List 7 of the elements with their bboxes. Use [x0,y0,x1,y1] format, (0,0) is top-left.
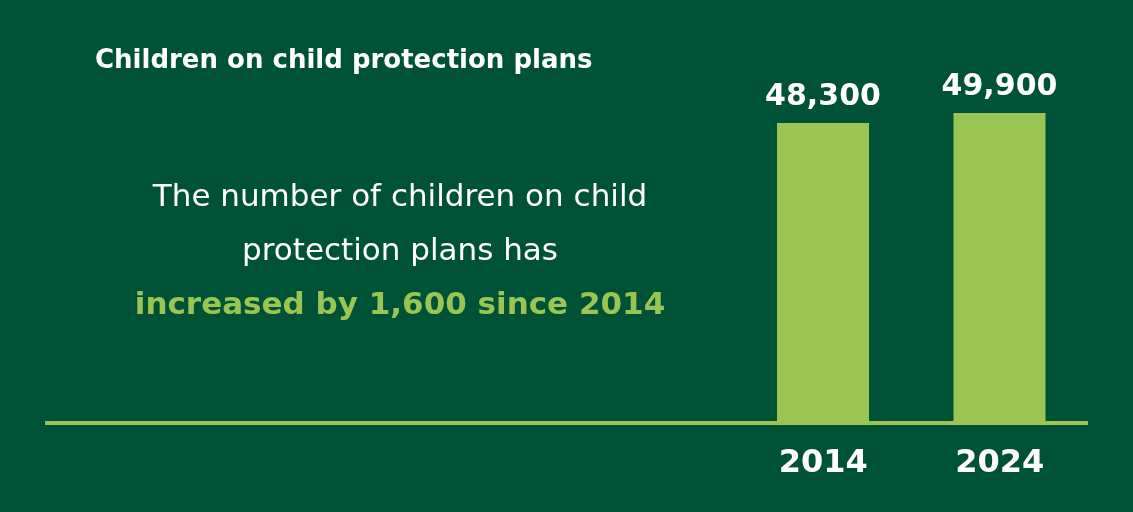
x-tick-label: 2014 [778,441,868,480]
data-label: 49,900 [941,67,1058,102]
x-tick-label: 2024 [955,441,1045,480]
data-label: 48,300 [765,76,881,112]
text: increased by 1,600 since 2014 [133,284,667,323]
text: Children on child protection plans [95,44,593,74]
text: The number of children on child protection plans has [151,176,649,269]
